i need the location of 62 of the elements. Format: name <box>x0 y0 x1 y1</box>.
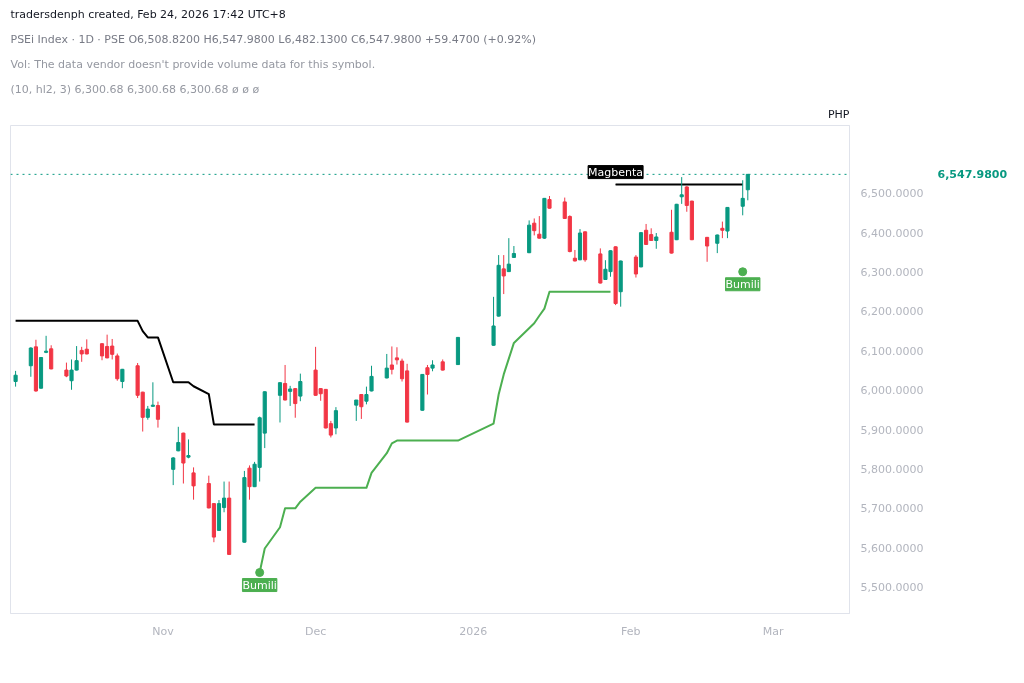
candlestick <box>49 344 54 370</box>
candlestick <box>740 179 745 216</box>
y-tick-label: 6,400.0000 <box>860 226 924 240</box>
y-tick-label: 6,100.0000 <box>860 344 924 358</box>
x-tick-label: 2026 <box>459 624 488 638</box>
candlestick <box>44 335 49 354</box>
y-tick-label: 5,600.0000 <box>860 541 924 555</box>
candlestick <box>537 215 542 240</box>
candlestick <box>705 236 710 263</box>
candlestick <box>715 234 720 254</box>
y-tick-label: 5,900.0000 <box>860 423 924 437</box>
candlestick <box>511 245 516 259</box>
candlestick <box>115 353 120 382</box>
y-tick-label: 6,500.0000 <box>860 187 924 201</box>
candlestick <box>176 426 181 452</box>
candlestick <box>150 381 155 408</box>
chart-subtitle: PSEi Index · 1D · PSE O6,508.8200 H6,547.9800 L6,482.1300 C6,547.9800 +59.4700 (+0.92%) <box>10 32 537 46</box>
x-tick-label: Feb <box>621 624 641 638</box>
y-tick-label: 6,000.0000 <box>860 384 924 398</box>
y-tick-label: 5,500.0000 <box>860 581 924 595</box>
candlestick <box>283 364 288 401</box>
candlestick <box>293 387 298 419</box>
candlestick <box>725 206 730 239</box>
text: (10, hl2, 3) 6,300.68 6,300.68 6,300.68 ø ø ø <box>10 82 260 96</box>
candlestick <box>298 373 303 402</box>
text: Vol: The data vendor doesn't provide volume data for this symbol. <box>10 57 376 71</box>
ref-line-label: 6,547.9800 <box>937 168 1008 182</box>
candlestick <box>572 249 577 262</box>
candlestick <box>369 365 374 392</box>
annotation: Magbenta <box>588 165 644 179</box>
candlestick <box>491 296 496 347</box>
annotation: Bumili <box>725 277 760 291</box>
x-tick-label: Mar <box>762 624 785 638</box>
candlestick <box>501 254 506 295</box>
candlestick <box>28 346 33 378</box>
candlestick <box>155 401 161 429</box>
x-tick-label: Nov <box>152 624 175 638</box>
y-tick-label: 5,700.0000 <box>860 502 924 516</box>
candlestick <box>425 364 430 396</box>
candlestick <box>669 209 674 255</box>
x-tick-label: Dec <box>304 624 327 638</box>
candlestick <box>333 406 339 435</box>
candlestick <box>354 399 359 422</box>
candlestick <box>359 393 364 420</box>
candlestick <box>679 176 684 205</box>
candlestick <box>506 237 511 273</box>
line-series <box>14 319 256 426</box>
y-tick-label: 6,300.0000 <box>860 266 924 280</box>
candlestick <box>171 456 176 486</box>
candlestick <box>191 466 196 501</box>
chart-title: tradersdenph created, Feb 24, 2026 17:42 UTC+8 <box>10 7 286 21</box>
y-axis-title: PHP <box>827 107 850 121</box>
candlestick <box>644 223 649 246</box>
candlestick <box>277 381 283 423</box>
candlestick <box>633 254 639 279</box>
candlestick <box>288 385 293 407</box>
annotation: Bumili <box>242 578 277 592</box>
candlestick <box>247 464 252 501</box>
candlestick <box>389 345 394 375</box>
candlestick <box>384 353 389 379</box>
y-tick-label: 6,200.0000 <box>860 305 924 319</box>
y-tick-label: 5,800.0000 <box>860 462 924 476</box>
